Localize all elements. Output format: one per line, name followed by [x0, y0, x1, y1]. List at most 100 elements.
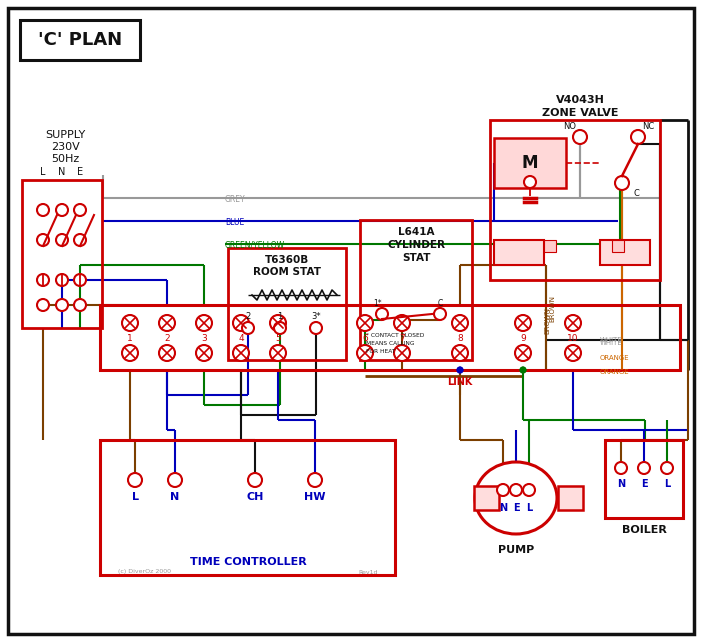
- Text: E: E: [77, 167, 83, 177]
- Text: WHITE: WHITE: [600, 337, 623, 343]
- Text: 2: 2: [164, 333, 170, 342]
- Text: N: N: [171, 492, 180, 502]
- Circle shape: [270, 345, 286, 361]
- Circle shape: [515, 315, 531, 331]
- Circle shape: [310, 322, 322, 334]
- Circle shape: [37, 299, 49, 311]
- Text: V4043H: V4043H: [555, 95, 604, 105]
- Circle shape: [615, 176, 629, 190]
- Text: ORANGE: ORANGE: [600, 369, 630, 375]
- Text: 1: 1: [127, 333, 133, 342]
- Circle shape: [270, 315, 286, 331]
- Text: NO: NO: [564, 122, 576, 131]
- Text: 2: 2: [246, 312, 251, 320]
- Circle shape: [456, 367, 463, 374]
- Bar: [494, 240, 544, 265]
- Circle shape: [196, 315, 212, 331]
- Circle shape: [456, 367, 463, 374]
- Bar: [20, 20, 140, 60]
- Circle shape: [274, 322, 286, 334]
- Circle shape: [56, 204, 68, 216]
- Circle shape: [74, 234, 86, 246]
- Circle shape: [434, 308, 446, 320]
- Text: 8: 8: [457, 333, 463, 342]
- Text: L641A: L641A: [398, 227, 435, 237]
- Circle shape: [376, 308, 388, 320]
- Circle shape: [357, 315, 373, 331]
- Text: PUMP: PUMP: [498, 545, 534, 555]
- Circle shape: [308, 473, 322, 487]
- Text: E: E: [512, 503, 519, 513]
- Circle shape: [74, 299, 86, 311]
- Bar: [490, 120, 660, 280]
- Circle shape: [168, 473, 182, 487]
- Text: 3*: 3*: [311, 312, 321, 320]
- Text: ORANGE: ORANGE: [600, 355, 630, 361]
- Circle shape: [56, 234, 68, 246]
- Text: N: N: [499, 503, 507, 513]
- Text: C: C: [437, 299, 443, 308]
- Bar: [494, 138, 566, 188]
- Text: N: N: [617, 479, 625, 489]
- Circle shape: [638, 462, 650, 474]
- Circle shape: [524, 176, 536, 188]
- Bar: [100, 440, 395, 575]
- Circle shape: [248, 473, 262, 487]
- Text: TIME CONTROLLER: TIME CONTROLLER: [190, 557, 306, 567]
- Circle shape: [37, 204, 49, 216]
- Circle shape: [565, 315, 581, 331]
- Text: Rev1d: Rev1d: [358, 569, 378, 574]
- Circle shape: [128, 473, 142, 487]
- Text: 9: 9: [520, 333, 526, 342]
- Circle shape: [159, 315, 175, 331]
- Circle shape: [661, 462, 673, 474]
- Circle shape: [452, 345, 468, 361]
- Text: (c) DiverOz 2000: (c) DiverOz 2000: [118, 569, 171, 574]
- Text: 6: 6: [362, 333, 368, 342]
- Circle shape: [452, 315, 468, 331]
- Text: L: L: [526, 503, 532, 513]
- Text: 50Hz: 50Hz: [51, 154, 79, 164]
- Circle shape: [394, 315, 410, 331]
- Text: WHITE: WHITE: [600, 340, 623, 346]
- Text: STAT: STAT: [402, 253, 430, 263]
- Text: ROOM STAT: ROOM STAT: [253, 267, 321, 277]
- Bar: [600, 240, 650, 265]
- Bar: [612, 240, 624, 252]
- Bar: [558, 486, 583, 510]
- Circle shape: [56, 299, 68, 311]
- Text: 7: 7: [399, 333, 405, 342]
- Bar: [544, 240, 556, 252]
- Circle shape: [631, 130, 645, 144]
- Bar: [605, 440, 683, 518]
- Text: FOR HEAT: FOR HEAT: [366, 349, 395, 353]
- Text: 10: 10: [567, 333, 578, 342]
- Bar: [474, 486, 499, 510]
- Text: E: E: [641, 479, 647, 489]
- Circle shape: [510, 484, 522, 496]
- Text: MEANS CALLING: MEANS CALLING: [366, 340, 414, 345]
- Text: ZONE VALVE: ZONE VALVE: [542, 108, 618, 118]
- Text: HW: HW: [304, 492, 326, 502]
- Circle shape: [497, 484, 509, 496]
- Text: 1: 1: [277, 312, 283, 320]
- Text: C: C: [633, 188, 639, 197]
- Text: M: M: [522, 154, 538, 172]
- Circle shape: [394, 345, 410, 361]
- Text: NC: NC: [642, 122, 654, 131]
- Text: 230V: 230V: [51, 142, 79, 152]
- Circle shape: [242, 322, 254, 334]
- Circle shape: [565, 345, 581, 361]
- Text: 'C' PLAN: 'C' PLAN: [38, 31, 122, 49]
- Circle shape: [56, 274, 68, 286]
- Text: 1*: 1*: [373, 299, 383, 308]
- Circle shape: [357, 345, 373, 361]
- Ellipse shape: [475, 462, 557, 534]
- Circle shape: [74, 204, 86, 216]
- Text: LINK: LINK: [447, 377, 472, 387]
- Text: BROWN: BROWN: [544, 306, 550, 333]
- Circle shape: [159, 345, 175, 361]
- Text: 3: 3: [201, 333, 207, 342]
- Circle shape: [196, 345, 212, 361]
- Bar: [360, 220, 472, 360]
